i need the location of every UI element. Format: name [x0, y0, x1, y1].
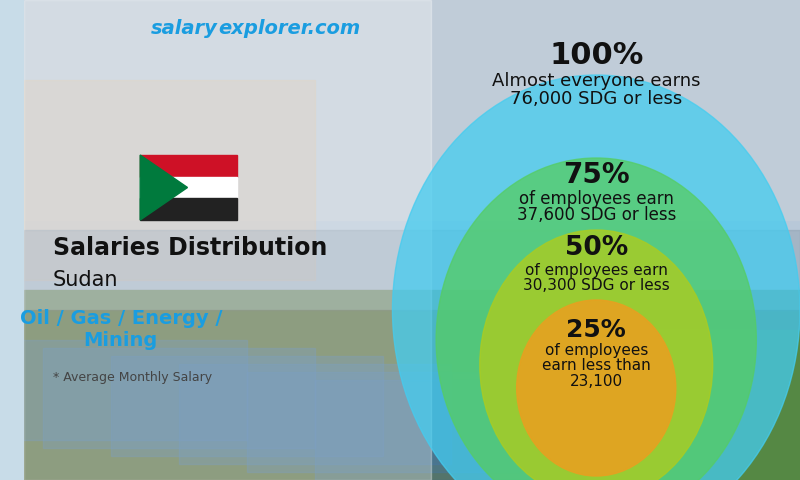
- Ellipse shape: [436, 158, 756, 480]
- Bar: [586, 330, 800, 480]
- Bar: [24, 0, 431, 480]
- Bar: [140, 155, 238, 177]
- Bar: [24, 230, 800, 310]
- Text: 30,300 SDG or less: 30,300 SDG or less: [523, 278, 670, 293]
- Text: Mining: Mining: [84, 331, 158, 349]
- Text: 76,000 SDG or less: 76,000 SDG or less: [510, 90, 682, 108]
- Text: * Average Monthly Salary: * Average Monthly Salary: [53, 372, 212, 384]
- Bar: [24, 290, 800, 480]
- Text: of employees: of employees: [545, 343, 648, 358]
- Text: of employees earn: of employees earn: [525, 263, 668, 277]
- Text: 100%: 100%: [549, 40, 643, 70]
- Bar: [0, 340, 247, 440]
- Polygon shape: [140, 155, 187, 220]
- Ellipse shape: [393, 75, 800, 480]
- Text: 75%: 75%: [563, 161, 630, 189]
- Text: 23,100: 23,100: [570, 374, 622, 389]
- Bar: [140, 177, 238, 198]
- Text: Oil / Gas / Energy /: Oil / Gas / Energy /: [19, 309, 222, 327]
- Bar: [247, 372, 518, 472]
- Ellipse shape: [480, 230, 713, 480]
- Text: Sudan: Sudan: [53, 270, 118, 290]
- Text: 37,600 SDG or less: 37,600 SDG or less: [517, 206, 676, 224]
- Text: Salaries Distribution: Salaries Distribution: [53, 236, 327, 260]
- Bar: [140, 198, 238, 220]
- Bar: [315, 380, 586, 480]
- Bar: [24, 310, 800, 480]
- Text: salary: salary: [151, 19, 218, 37]
- Text: explorer.com: explorer.com: [218, 19, 360, 37]
- Text: 25%: 25%: [566, 318, 626, 342]
- Text: of employees earn: of employees earn: [518, 190, 674, 208]
- Bar: [43, 348, 315, 448]
- Bar: [24, 0, 800, 220]
- Bar: [111, 356, 382, 456]
- Bar: [179, 364, 450, 464]
- Text: earn less than: earn less than: [542, 359, 650, 373]
- Text: Almost everyone earns: Almost everyone earns: [492, 72, 701, 90]
- Ellipse shape: [517, 300, 676, 476]
- Text: 50%: 50%: [565, 235, 628, 261]
- Bar: [24, 80, 315, 280]
